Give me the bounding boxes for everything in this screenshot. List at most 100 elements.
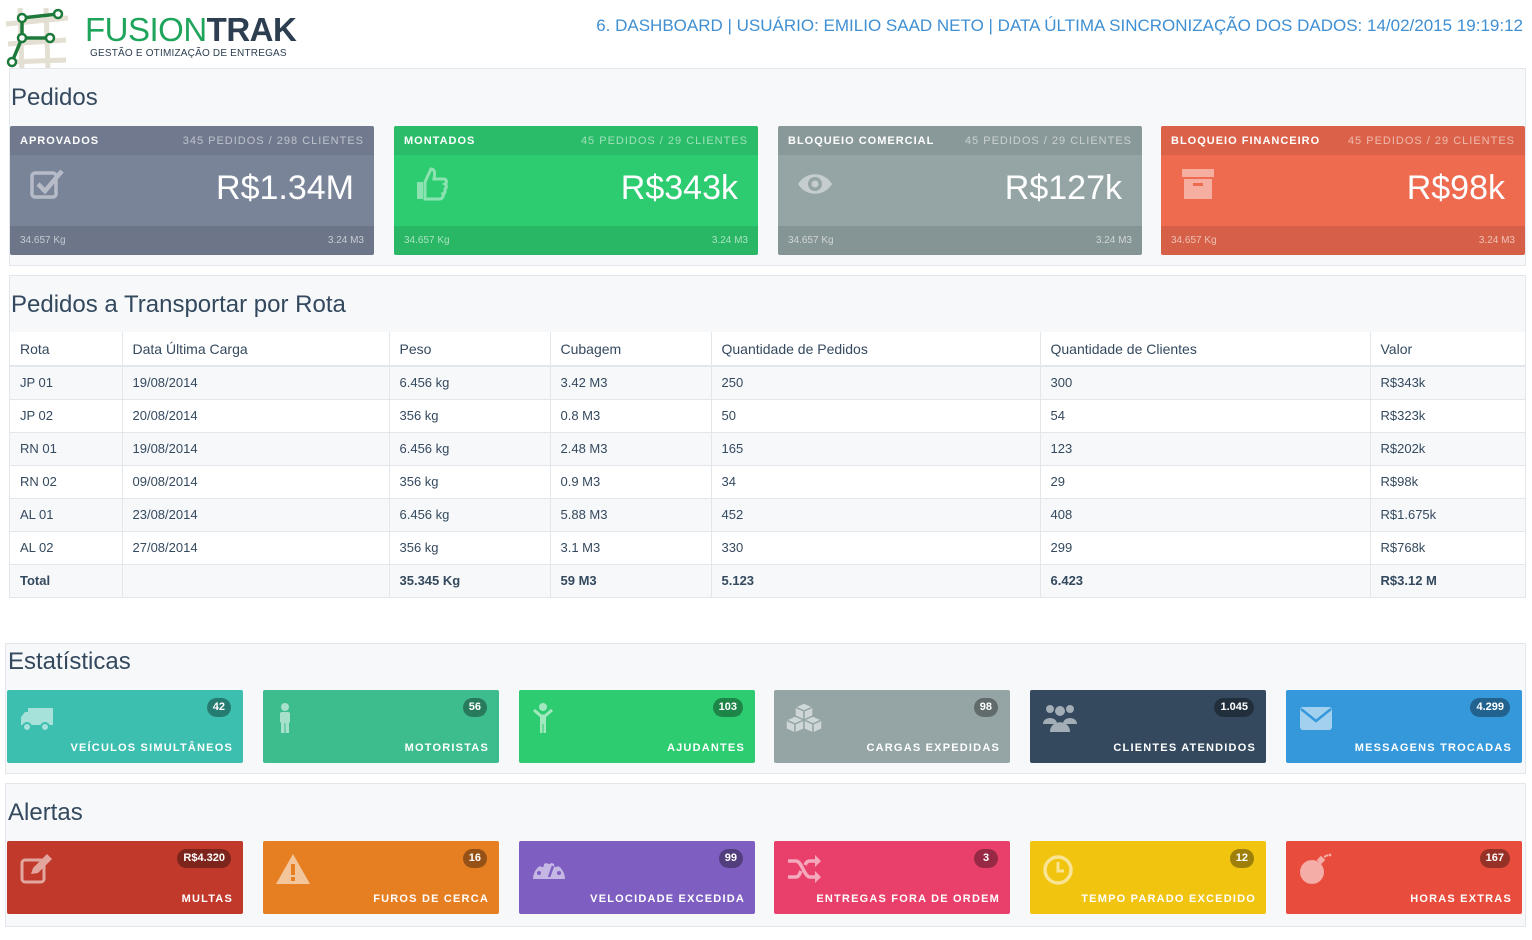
card-volume: 3.24 M3 (711, 235, 748, 246)
section-title-alertas: Alertas (8, 799, 83, 826)
card-body: R$1.34M (10, 155, 374, 226)
total-cell: 35.345 Kg (389, 563, 551, 597)
column-header[interactable]: Peso (389, 332, 551, 367)
users-icon (1042, 702, 1078, 734)
column-header[interactable]: Valor (1370, 332, 1525, 367)
estatisticas-tile-messagens-trocadas[interactable]: 4.299 MESSAGENS TROCADAS (1286, 690, 1522, 763)
dashboard-icon (531, 853, 567, 885)
card-value: R$127k (1004, 169, 1122, 207)
count-badge: 56 (462, 698, 487, 717)
route-logo-icon (4, 6, 70, 71)
warning-icon (275, 853, 311, 885)
column-header[interactable]: Cubagem (550, 332, 712, 367)
table-cell: R$98k (1370, 464, 1525, 498)
table-cell: JP 01 (10, 365, 123, 399)
estatisticas-tile-cargas-expedidas[interactable]: 98 CARGAS EXPEDIDAS (774, 690, 1010, 763)
order-card-bloqueio-financeiro[interactable]: BLOQUEIO FINANCEIRO 45 PEDIDOS / 29 CLIEN… (1161, 126, 1525, 255)
column-header[interactable]: Quantidade de Clientes (1040, 332, 1371, 367)
table-total-row: Total 35.345 Kg 59 M3 5.123 6.423 R$3.12 M (10, 563, 1525, 597)
table-row[interactable]: RN 01 19/08/2014 6.456 kg 2.48 M3 165 123 R$20… (10, 431, 1525, 465)
card-footer: 34.657 Kg 3.24 M3 (394, 226, 758, 255)
table-row[interactable]: JP 01 19/08/2014 6.456 kg 3.42 M3 250 300 R$34… (10, 365, 1525, 399)
table-cell: 356 kg (389, 398, 551, 432)
alertas-tile-furos-de-cerca[interactable]: 16 FUROS DE CERCA (263, 841, 499, 914)
card-body: R$127k (778, 155, 1142, 226)
table-cell: AL 02 (10, 530, 123, 564)
table-cell: 19/08/2014 (122, 431, 390, 465)
count-badge: 42 (206, 698, 231, 717)
count-badge: 99 (718, 849, 743, 868)
table-cell: 29 (1040, 464, 1371, 498)
card-weight: 34.657 Kg (1171, 235, 1217, 246)
card-value: R$98k (1406, 169, 1505, 207)
estatisticas-tile-veículos-simultâneos[interactable]: 42 VEÍCULOS SIMULTÂNEOS (7, 690, 243, 763)
tile-label: VELOCIDADE EXCEDIDA (590, 893, 745, 905)
alertas-tile-multas[interactable]: R$4.320 MULTAS (7, 841, 243, 914)
tile-label: FUROS DE CERCA (373, 893, 489, 905)
table-cell: 356 kg (389, 464, 551, 498)
card-label: APROVADOS (20, 135, 100, 147)
alertas-tile-tempo-parado-excedido[interactable]: 12 TEMPO PARADO EXCEDIDO (1030, 841, 1266, 914)
order-card-bloqueio-comercial[interactable]: BLOQUEIO COMERCIAL 45 PEDIDOS / 29 CLIENT… (778, 126, 1142, 255)
column-header[interactable]: Quantidade de Pedidos (711, 332, 1041, 367)
person-icon (275, 702, 311, 734)
alertas-tile-horas-extras[interactable]: 167 HORAS EXTRAS (1286, 841, 1522, 914)
total-cell: 59 M3 (550, 563, 712, 597)
table-cell: 50 (711, 398, 1041, 432)
table-row[interactable]: AL 01 23/08/2014 6.456 kg 5.88 M3 452 408 R$1.… (10, 497, 1525, 531)
tile-label: VEÍCULOS SIMULTÂNEOS (70, 742, 233, 754)
archive-icon (1179, 165, 1217, 203)
total-cell: 5.123 (711, 563, 1041, 597)
table-header-row: Rota Data Última Carga Peso Cubagem Quantida… (10, 332, 1525, 367)
card-header: APROVADOS 345 PEDIDOS / 298 CLIENTES (10, 126, 374, 155)
table-cell: 19/08/2014 (122, 365, 390, 399)
column-header[interactable]: Rota (10, 332, 123, 367)
table-row[interactable]: RN 02 09/08/2014 356 kg 0.9 M3 34 29 R$98k (10, 464, 1525, 498)
table-cell: 408 (1040, 497, 1371, 531)
total-cell: Total (10, 563, 123, 597)
count-badge: 167 (1479, 849, 1510, 868)
brand-tagline: GESTÃO E OTIMIZAÇÃO DE ENTREGAS (90, 48, 287, 59)
table-cell: R$343k (1370, 365, 1525, 399)
order-card-montados[interactable]: MONTADOS 45 PEDIDOS / 29 CLIENTES R$343k 34… (394, 126, 758, 255)
alertas-tile-velocidade-excedida[interactable]: 99 VELOCIDADE EXCEDIDA (519, 841, 755, 914)
table-cell: 299 (1040, 530, 1371, 564)
order-card-aprovados[interactable]: APROVADOS 345 PEDIDOS / 298 CLIENTES R$1.3… (10, 126, 374, 255)
tile-label: TEMPO PARADO EXCEDIDO (1081, 893, 1256, 905)
card-value: R$343k (620, 169, 738, 207)
card-header: MONTADOS 45 PEDIDOS / 29 CLIENTES (394, 126, 758, 155)
estatisticas-tile-clientes-atendidos[interactable]: 1.045 CLIENTES ATENDIDOS (1030, 690, 1266, 763)
card-header: BLOQUEIO FINANCEIRO 45 PEDIDOS / 29 CLIEN… (1161, 126, 1525, 155)
cubes-icon (784, 702, 824, 735)
tile-label: CLIENTES ATENDIDOS (1113, 742, 1256, 754)
card-volume: 3.24 M3 (1095, 235, 1132, 246)
section-title-rotas: Pedidos a Transportar por Rota (11, 291, 346, 318)
table-cell: 165 (711, 431, 1041, 465)
logo[interactable]: FUSIONTRAK GESTÃO E OTIMIZAÇÃO DE ENTREG… (0, 0, 297, 74)
estatisticas-tile-ajudantes[interactable]: 103 AJUDANTES (519, 690, 755, 763)
table-row[interactable]: JP 02 20/08/2014 356 kg 0.8 M3 50 54 R$323k (10, 398, 1525, 432)
count-badge: 12 (1229, 849, 1254, 868)
table-cell: 0.8 M3 (550, 398, 712, 432)
table-cell: 54 (1040, 398, 1371, 432)
card-summary: 345 PEDIDOS / 298 CLIENTES (182, 135, 364, 147)
card-body: R$343k (394, 155, 758, 226)
section-title-estatisticas: Estatísticas (8, 648, 131, 675)
section-title-pedidos: Pedidos (11, 84, 98, 111)
count-badge: 1.045 (1214, 698, 1254, 717)
table-cell: R$202k (1370, 431, 1525, 465)
estatisticas-tile-motoristas[interactable]: 56 MOTORISTAS (263, 690, 499, 763)
card-summary: 45 PEDIDOS / 29 CLIENTES (964, 135, 1132, 147)
alertas-tile-entregas-fora-de-ordem[interactable]: 3 ENTREGAS FORA DE ORDEM (774, 841, 1010, 914)
table-row[interactable]: AL 02 27/08/2014 356 kg 3.1 M3 330 299 R$768k (10, 530, 1525, 564)
table-cell: 20/08/2014 (122, 398, 390, 432)
column-header[interactable]: Data Última Carga (122, 332, 390, 367)
table-cell: 0.9 M3 (550, 464, 712, 498)
table-cell: 27/08/2014 (122, 530, 390, 564)
tile-label: ENTREGAS FORA DE ORDEM (816, 893, 1000, 905)
card-volume: 3.24 M3 (327, 235, 364, 246)
bomb-icon (1298, 853, 1334, 885)
table-cell: 250 (711, 365, 1041, 399)
count-badge: 4.299 (1470, 698, 1510, 717)
tile-label: MOTORISTAS (404, 742, 489, 754)
